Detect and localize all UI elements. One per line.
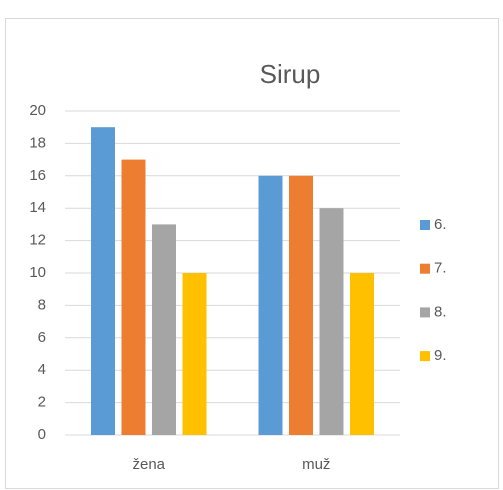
bar bbox=[121, 159, 146, 435]
y-tick-label: 12 bbox=[29, 232, 46, 249]
y-tick-label: 4 bbox=[38, 361, 46, 378]
legend-label: 7. bbox=[434, 260, 447, 277]
chart-border bbox=[5, 18, 499, 489]
legend-label: 8. bbox=[434, 303, 447, 320]
legend-label: 6. bbox=[434, 216, 447, 233]
legend-swatch bbox=[420, 351, 430, 362]
bar bbox=[152, 224, 176, 435]
y-tick-label: 6 bbox=[38, 329, 46, 346]
y-tick-label: 18 bbox=[29, 134, 46, 151]
bar bbox=[182, 273, 207, 435]
y-tick-label: 10 bbox=[29, 264, 46, 281]
bar bbox=[258, 175, 283, 436]
chart-title: Sirup bbox=[260, 59, 321, 89]
legend-label: 9. bbox=[434, 347, 447, 364]
legend-swatch bbox=[420, 307, 430, 318]
bar bbox=[91, 127, 115, 435]
y-tick-label: 8 bbox=[38, 296, 46, 313]
legend-swatch bbox=[420, 220, 430, 230]
y-tick-label: 2 bbox=[38, 394, 46, 411]
y-tick-label: 20 bbox=[29, 102, 46, 119]
bar bbox=[350, 273, 374, 435]
x-tick-label: muž bbox=[302, 456, 330, 473]
y-tick-label: 14 bbox=[29, 199, 46, 216]
y-tick-label: 16 bbox=[29, 167, 46, 184]
y-tick-label: 0 bbox=[38, 426, 46, 443]
x-tick-label: žena bbox=[132, 456, 165, 473]
bar bbox=[289, 175, 313, 436]
bar bbox=[319, 208, 344, 435]
legend-swatch bbox=[420, 263, 430, 274]
